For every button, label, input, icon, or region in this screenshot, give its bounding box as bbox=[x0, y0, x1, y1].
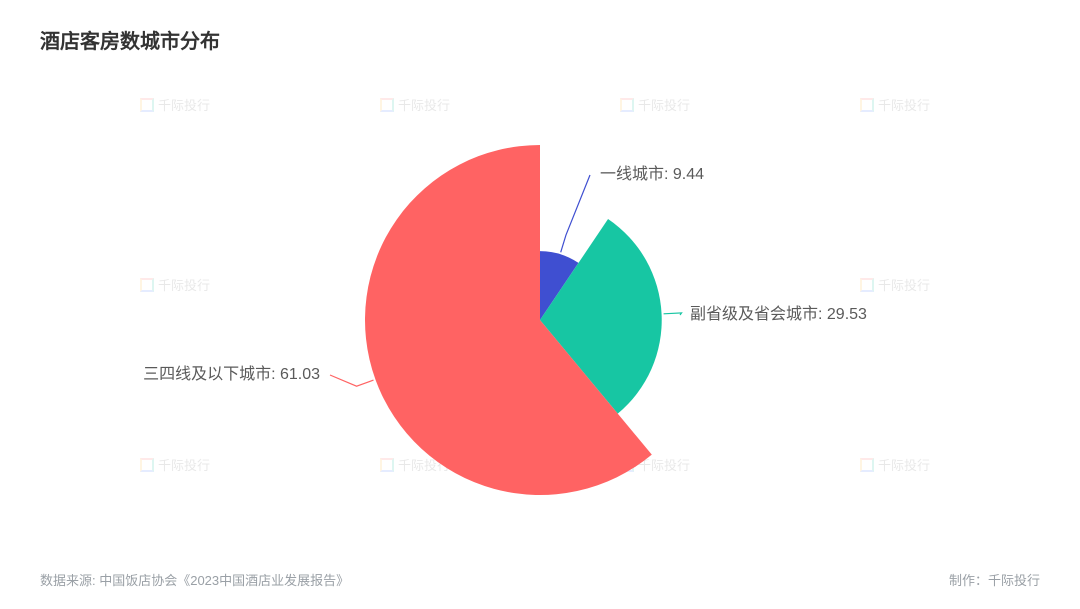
source-label: 数据来源: 中国饭店协会《2023中国酒店业发展报告》 bbox=[40, 570, 349, 589]
watermark-icon: 千际投行 bbox=[620, 95, 690, 114]
leader-line-tier1 bbox=[561, 175, 590, 252]
watermark-icon: 千际投行 bbox=[140, 95, 210, 114]
watermark-icon: 千际投行 bbox=[860, 275, 930, 294]
maker-label: 制作：千际投行 bbox=[949, 570, 1040, 589]
watermark-icon: 千际投行 bbox=[140, 455, 210, 474]
leader-line-subpro bbox=[664, 313, 682, 315]
watermark-icon: 千际投行 bbox=[620, 455, 690, 474]
chart-title: 酒店客房数城市分布 bbox=[40, 25, 220, 54]
watermark-icon: 千际投行 bbox=[380, 95, 450, 114]
watermark-icon: 千际投行 bbox=[860, 95, 930, 114]
watermark-icon: 千际投行 bbox=[380, 455, 450, 474]
slice-label-tier34: 三四线及以下城市: 61.03 bbox=[143, 365, 320, 383]
slice-label-tier1: 一线城市: 9.44 bbox=[600, 165, 704, 183]
chart-container: 酒店客房数城市分布 千际投行千际投行千际投行千际投行千际投行千际投行千际投行千际… bbox=[0, 0, 1080, 609]
slice-label-subpro: 副省级及省会城市: 29.53 bbox=[690, 305, 867, 323]
pie-slice-tier1 bbox=[540, 251, 578, 320]
pie-slice-tier34 bbox=[365, 145, 652, 495]
watermark-icon: 千际投行 bbox=[140, 275, 210, 294]
pie-slice-subpro bbox=[540, 219, 662, 414]
leader-line-tier34 bbox=[330, 375, 374, 386]
watermark-layer: 千际投行千际投行千际投行千际投行千际投行千际投行千际投行千际投行千际投行千际投行 bbox=[0, 0, 1080, 609]
watermark-icon: 千际投行 bbox=[860, 455, 930, 474]
rose-pie-chart: 一线城市: 9.44 副省级及省会城市: 29.53 三四线及以下城市: 61.03 bbox=[0, 0, 1080, 609]
